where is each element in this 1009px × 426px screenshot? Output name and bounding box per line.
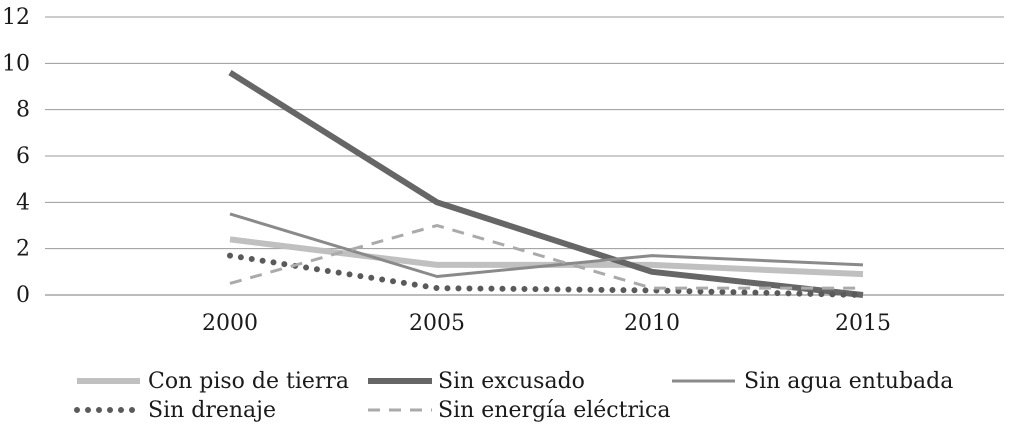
y-axis-ticks: 0 2 4 6 8 10 12	[2, 5, 30, 308]
y-tick-label: 6	[16, 144, 30, 169]
legend-label: Sin agua entubada	[744, 369, 953, 394]
series-line-con-piso-de-tierra	[229, 236, 864, 278]
y-tick-label: 0	[16, 283, 30, 308]
series-line-sin-excusado	[228, 70, 864, 298]
y-tick-label: 12	[2, 5, 30, 30]
legend-label: Con piso de tierra	[148, 369, 349, 394]
x-tick-label: 2010	[624, 311, 680, 336]
x-tick-label: 2005	[409, 311, 465, 336]
y-tick-label: 10	[2, 51, 30, 76]
y-tick-label: 4	[16, 190, 30, 215]
x-tick-label: 2015	[835, 311, 891, 336]
legend-label: Sin drenaje	[148, 398, 276, 423]
legend-label: Sin energía eléctrica	[438, 398, 670, 423]
series-lines	[227, 70, 866, 298]
series-line-sin-agua-entubada	[229, 212, 864, 278]
x-axis-ticks: 2000 2005 2010 2015	[202, 311, 891, 336]
gridlines	[45, 16, 1004, 296]
x-tick-label: 2000	[202, 311, 258, 336]
y-tick-label: 2	[16, 237, 30, 262]
legend-label: Sin excusado	[438, 369, 585, 394]
series-line-sin-drenaje	[227, 252, 866, 298]
legend: Con piso de tierra Sin excusado Sin agua e…	[74, 369, 953, 423]
y-tick-label: 8	[16, 98, 30, 123]
series-line-sin-energ-a-el-ctrica	[229, 223, 863, 290]
